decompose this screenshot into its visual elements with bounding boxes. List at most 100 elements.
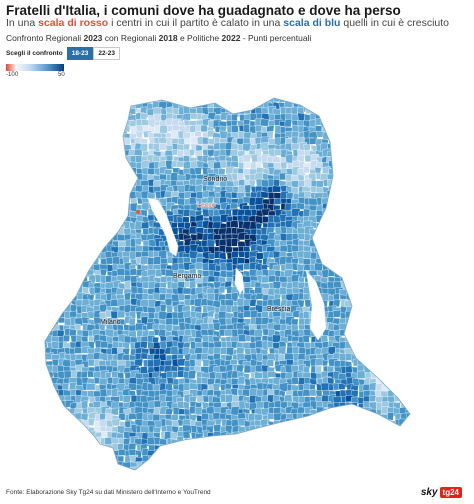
municipality-cell[interactable] [112, 154, 122, 164]
municipality-cell[interactable] [316, 222, 327, 233]
municipality-cell[interactable] [345, 275, 355, 284]
municipality-cell[interactable] [374, 438, 385, 448]
municipality-cell[interactable] [362, 437, 371, 446]
municipality-cell[interactable] [376, 250, 385, 260]
municipality-cell[interactable] [370, 449, 379, 457]
option-22-23-button[interactable]: 22-23 [93, 47, 120, 60]
municipality-cell[interactable] [340, 228, 349, 238]
municipality-cell[interactable] [381, 100, 389, 108]
municipality-cell[interactable] [309, 238, 320, 248]
municipality-cell[interactable] [418, 425, 427, 432]
municipality-cell[interactable] [118, 167, 127, 175]
municipality-cell[interactable] [261, 461, 270, 470]
municipality-cell[interactable] [176, 460, 185, 468]
municipality-cell[interactable] [87, 244, 95, 253]
municipality-cell[interactable] [45, 155, 53, 165]
municipality-cell[interactable] [327, 420, 337, 429]
municipality-cell[interactable] [373, 196, 385, 206]
municipality-cell[interactable] [74, 168, 83, 178]
municipality-cell[interactable] [370, 288, 381, 295]
municipality-cell[interactable] [236, 461, 244, 470]
municipality-cell[interactable] [356, 191, 367, 199]
municipality-cell[interactable] [99, 119, 109, 129]
municipality-cell[interactable] [412, 186, 419, 194]
municipality-cell[interactable] [207, 460, 217, 470]
municipality-cell[interactable] [392, 233, 401, 241]
municipality-cell[interactable] [400, 106, 409, 116]
municipality-cell[interactable] [50, 233, 59, 244]
municipality-cell[interactable] [74, 221, 85, 231]
municipality-cell[interactable] [381, 149, 391, 159]
municipality-cell[interactable] [182, 444, 192, 452]
municipality-cell[interactable] [41, 474, 50, 478]
municipality-cell[interactable] [39, 395, 49, 403]
municipality-cell[interactable] [57, 257, 68, 268]
municipality-cell[interactable] [393, 364, 402, 372]
municipality-cell[interactable] [339, 430, 347, 440]
municipality-cell[interactable] [87, 222, 97, 232]
municipality-cell[interactable] [201, 96, 211, 105]
municipality-cell[interactable] [370, 258, 380, 266]
municipality-cell[interactable] [388, 227, 398, 236]
municipality-cell[interactable] [368, 185, 377, 195]
municipality-cell[interactable] [261, 449, 269, 459]
municipality-cell[interactable] [418, 138, 424, 144]
municipality-cell[interactable] [377, 467, 385, 477]
municipality-cell[interactable] [338, 460, 347, 469]
municipality-cell[interactable] [88, 228, 97, 236]
municipality-cell[interactable] [111, 117, 120, 126]
municipality-cell[interactable] [350, 227, 360, 236]
municipality-cell[interactable] [363, 132, 373, 141]
municipality-cell[interactable] [302, 334, 310, 343]
municipality-cell[interactable] [382, 419, 391, 429]
municipality-cell[interactable] [393, 311, 403, 320]
municipality-cell[interactable] [332, 309, 342, 318]
municipality-cell[interactable] [88, 161, 96, 172]
municipality-cell[interactable] [285, 449, 295, 457]
municipality-cell[interactable] [327, 426, 336, 435]
municipality-cell[interactable] [52, 125, 62, 133]
municipality-cell[interactable] [254, 137, 262, 145]
municipality-cell[interactable] [393, 136, 403, 145]
municipality-cell[interactable] [111, 222, 121, 231]
municipality-cell[interactable] [57, 450, 68, 459]
municipality-cell[interactable] [419, 301, 426, 308]
municipality-cell[interactable] [417, 376, 426, 384]
municipality-cell[interactable] [382, 443, 391, 452]
municipality-cell[interactable] [356, 466, 364, 476]
municipality-cell[interactable] [413, 239, 422, 245]
municipality-cell[interactable] [369, 430, 380, 438]
municipality-cell[interactable] [85, 383, 96, 391]
municipality-cell[interactable] [376, 292, 385, 300]
municipality-cell[interactable] [88, 114, 97, 122]
municipality-cell[interactable] [70, 102, 80, 112]
municipality-cell[interactable] [357, 209, 366, 219]
municipality-cell[interactable] [63, 186, 71, 196]
municipality-cell[interactable] [412, 197, 420, 207]
municipality-cell[interactable] [237, 450, 246, 459]
municipality-cell[interactable] [316, 460, 324, 469]
municipality-cell[interactable] [405, 186, 413, 193]
municipality-cell[interactable] [249, 475, 258, 478]
municipality-cell[interactable] [338, 96, 346, 104]
municipality-cell[interactable] [44, 262, 53, 272]
municipality-cell[interactable] [358, 268, 368, 277]
municipality-cell[interactable] [39, 179, 47, 189]
municipality-cell[interactable] [356, 432, 365, 441]
municipality-cell[interactable] [333, 208, 343, 218]
municipality-cell[interactable] [93, 222, 101, 230]
municipality-cell[interactable] [352, 171, 361, 183]
municipality-cell[interactable] [339, 156, 347, 165]
municipality-cell[interactable] [45, 228, 56, 237]
municipality-cell[interactable] [404, 131, 412, 138]
municipality-cell[interactable] [124, 292, 131, 302]
municipality-cell[interactable] [40, 390, 47, 400]
municipality-cell[interactable] [417, 409, 426, 416]
municipality-cell[interactable] [381, 257, 391, 264]
municipality-cell[interactable] [46, 184, 54, 194]
municipality-cell[interactable] [62, 420, 72, 428]
municipality-cell[interactable] [315, 233, 322, 241]
municipality-cell[interactable] [262, 472, 271, 478]
municipality-cell[interactable] [297, 450, 308, 460]
municipality-cell[interactable] [45, 136, 56, 145]
